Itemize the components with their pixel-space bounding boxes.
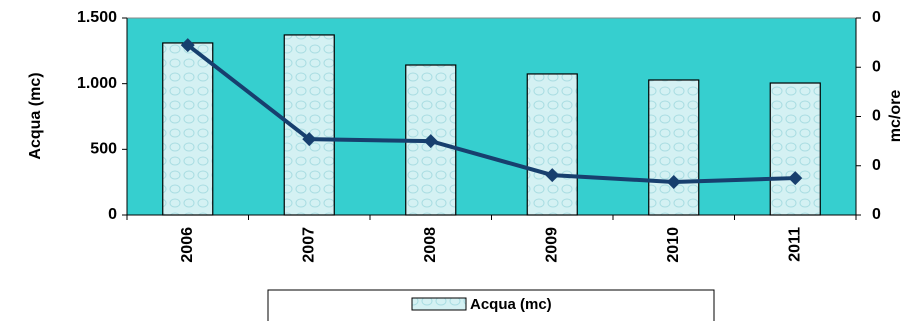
legend-label: Acqua (mc) xyxy=(470,296,552,313)
y-tick-label: 500 xyxy=(90,141,117,158)
y2-tick-label: 0 xyxy=(872,157,881,174)
line-marker xyxy=(302,132,317,147)
y-tick-label: 0 xyxy=(108,206,117,223)
line-marker xyxy=(180,38,195,53)
y2-tick-label: 0 xyxy=(872,206,881,223)
line-marker xyxy=(545,168,560,183)
bar xyxy=(769,82,821,216)
line-marker xyxy=(788,171,803,186)
x-tick-label: 2009 xyxy=(543,227,560,263)
plot-area xyxy=(127,18,856,215)
line xyxy=(186,43,796,185)
y-tick-label: 1.500 xyxy=(77,9,117,26)
y2-tick-label: 0 xyxy=(872,108,881,125)
legend-swatch xyxy=(411,297,467,311)
bar xyxy=(162,42,214,216)
x-tick-label: 2010 xyxy=(665,227,682,263)
x-tick-label: 2007 xyxy=(300,227,317,263)
y-tick-label: 1.000 xyxy=(77,75,117,92)
line-marker xyxy=(666,175,681,190)
x-tick-label: 2011 xyxy=(786,227,803,262)
line-marker xyxy=(423,134,438,149)
x-tick-label: 2008 xyxy=(422,227,439,263)
bar xyxy=(526,73,578,216)
legend-box xyxy=(267,289,715,321)
y2-tick-label: 0 xyxy=(872,58,881,75)
y-axis-title: Acqua (mc) xyxy=(27,72,44,159)
y2-axis-title: mc/ore xyxy=(887,90,904,143)
y2-tick-label: 0 xyxy=(872,9,881,26)
bar xyxy=(648,79,700,216)
x-tick-label: 2006 xyxy=(179,227,196,263)
